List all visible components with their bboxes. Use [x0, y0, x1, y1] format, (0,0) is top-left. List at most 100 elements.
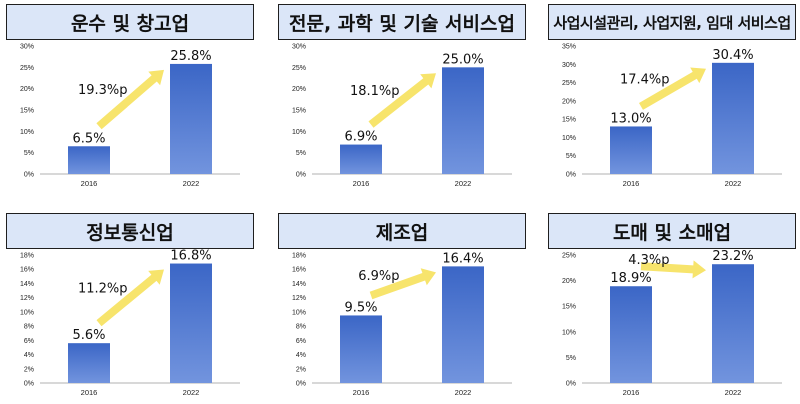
chart-title: 제조업	[278, 213, 526, 249]
x-tick-label: 2022	[455, 179, 472, 188]
bar	[170, 263, 212, 383]
x-tick-label: 2016	[353, 179, 370, 188]
y-tick-label: 4%	[296, 352, 306, 359]
chart-panel: 사업시설관리, 사업지원, 임대 서비스업 0% 5% 10% 15% 20% 25% 30…	[546, 2, 798, 193]
chart-title: 전문, 과학 및 기술 서비스업	[278, 4, 526, 40]
y-tick-label: 18%	[292, 253, 306, 260]
data-label: 23.2%	[712, 249, 753, 264]
y-tick-label: 20%	[562, 98, 576, 105]
y-tick-label: 14%	[292, 281, 306, 288]
x-tick-label: 2016	[81, 388, 98, 397]
y-tick-label: 10%	[20, 129, 34, 136]
x-tick-label: 2022	[725, 388, 742, 397]
y-tick-label: 5%	[566, 355, 576, 362]
y-tick-label: 6%	[24, 338, 34, 345]
y-tick-label: 20%	[292, 86, 306, 93]
chart-title: 운수 및 창고업	[6, 4, 254, 40]
chart-title: 정보통신업	[6, 213, 254, 249]
y-tick-label: 12%	[20, 295, 34, 302]
bar-chart: 0% 5% 10% 15% 20% 25% 2016 18.9% 2022 23.2% 4.3%p	[562, 249, 782, 397]
bar	[610, 286, 652, 383]
y-tick-label: 30%	[292, 44, 306, 51]
y-tick-label: 2%	[24, 366, 34, 373]
data-label: 16.4%	[442, 251, 483, 266]
delta-label: 6.9%p	[358, 269, 399, 284]
y-tick-label: 20%	[20, 86, 34, 93]
chart-panel: 제조업 0% 2% 4% 6% 8% 10% 12% 14% 16% 18% 2016 9.5% 202…	[276, 211, 528, 402]
chart-title: 사업시설관리, 사업지원, 임대 서비스업	[548, 4, 796, 40]
y-tick-label: 10%	[20, 309, 34, 316]
bar-chart: 0% 5% 10% 15% 20% 25% 30% 35% 2016 13.0% 2022 30.4%…	[562, 44, 782, 188]
data-label: 13.0%	[610, 111, 651, 126]
y-tick-label: 35%	[562, 44, 576, 51]
delta-label: 18.1%p	[350, 84, 400, 99]
x-tick-label: 2022	[183, 388, 200, 397]
y-tick-label: 4%	[24, 352, 34, 359]
bar	[340, 144, 382, 174]
data-label: 25.0%	[442, 52, 483, 67]
y-tick-label: 10%	[292, 309, 306, 316]
y-tick-label: 12%	[292, 295, 306, 302]
data-label: 9.5%	[344, 300, 377, 315]
increase-arrow	[639, 67, 706, 110]
y-tick-label: 25%	[562, 253, 576, 260]
y-tick-label: 30%	[562, 62, 576, 69]
x-tick-label: 2016	[623, 179, 640, 188]
y-tick-label: 15%	[20, 108, 34, 115]
bar	[610, 126, 652, 174]
y-tick-label: 10%	[562, 135, 576, 142]
y-tick-label: 15%	[562, 117, 576, 124]
y-tick-label: 5%	[296, 150, 306, 157]
bar	[442, 266, 484, 383]
y-tick-label: 25%	[562, 80, 576, 87]
chart-panel: 전문, 과학 및 기술 서비스업 0% 5% 10% 15% 20% 25% 30% 2016…	[276, 2, 528, 193]
bar-chart: 0% 5% 10% 15% 20% 25% 30% 2016 6.9% 2022 25.0% 18.1…	[292, 44, 512, 188]
y-tick-label: 16%	[20, 267, 34, 274]
y-tick-label: 25%	[292, 65, 306, 72]
y-tick-label: 30%	[20, 44, 34, 51]
y-tick-label: 16%	[292, 267, 306, 274]
y-tick-label: 5%	[24, 150, 34, 157]
increase-arrow	[369, 268, 436, 300]
y-tick-label: 10%	[292, 129, 306, 136]
data-label: 6.5%	[72, 131, 105, 146]
y-tick-label: 18%	[20, 253, 34, 260]
chart-panel: 정보통신업 0% 2% 4% 6% 8% 10% 12% 14% 16% 18% 2016 5.6% 2…	[4, 211, 256, 402]
data-label: 18.9%	[610, 271, 651, 286]
bar	[442, 67, 484, 174]
x-tick-label: 2022	[455, 388, 472, 397]
bar-chart: 0% 5% 10% 15% 20% 25% 30% 2016 6.5% 2022 25.8% 19.3…	[20, 44, 240, 188]
chart-panel: 도매 및 소매업 0% 5% 10% 15% 20% 25% 2016 18.9% 2022 23…	[546, 211, 798, 402]
data-label: 25.8%	[170, 49, 211, 64]
bar-chart: 0% 2% 4% 6% 8% 10% 12% 14% 16% 18% 2016 9.5% 2022 16.…	[292, 251, 512, 397]
x-tick-label: 2022	[183, 179, 200, 188]
y-tick-label: 0%	[566, 172, 576, 179]
data-label: 30.4%	[712, 48, 753, 63]
y-tick-label: 0%	[24, 381, 34, 388]
increase-arrow	[96, 69, 164, 130]
bar	[712, 264, 754, 383]
x-tick-label: 2016	[353, 388, 370, 397]
y-tick-label: 15%	[562, 304, 576, 311]
data-label: 6.9%	[344, 130, 377, 145]
delta-label: 17.4%p	[620, 73, 670, 88]
delta-label: 19.3%p	[78, 83, 128, 98]
y-tick-label: 10%	[562, 329, 576, 336]
bar	[68, 343, 110, 383]
data-label: 5.6%	[72, 328, 105, 343]
y-tick-label: 25%	[20, 65, 34, 72]
y-tick-label: 20%	[562, 278, 576, 285]
bar	[68, 146, 110, 174]
bar	[170, 63, 212, 174]
y-tick-label: 0%	[566, 381, 576, 388]
increase-arrow	[96, 269, 164, 327]
increase-arrow	[640, 260, 706, 279]
y-tick-label: 0%	[296, 172, 306, 179]
y-tick-label: 2%	[296, 366, 306, 373]
y-tick-label: 8%	[296, 324, 306, 331]
y-tick-label: 5%	[566, 153, 576, 160]
y-tick-label: 8%	[24, 324, 34, 331]
data-label: 16.8%	[170, 249, 211, 264]
x-tick-label: 2016	[81, 179, 98, 188]
delta-label: 4.3%p	[628, 253, 669, 268]
